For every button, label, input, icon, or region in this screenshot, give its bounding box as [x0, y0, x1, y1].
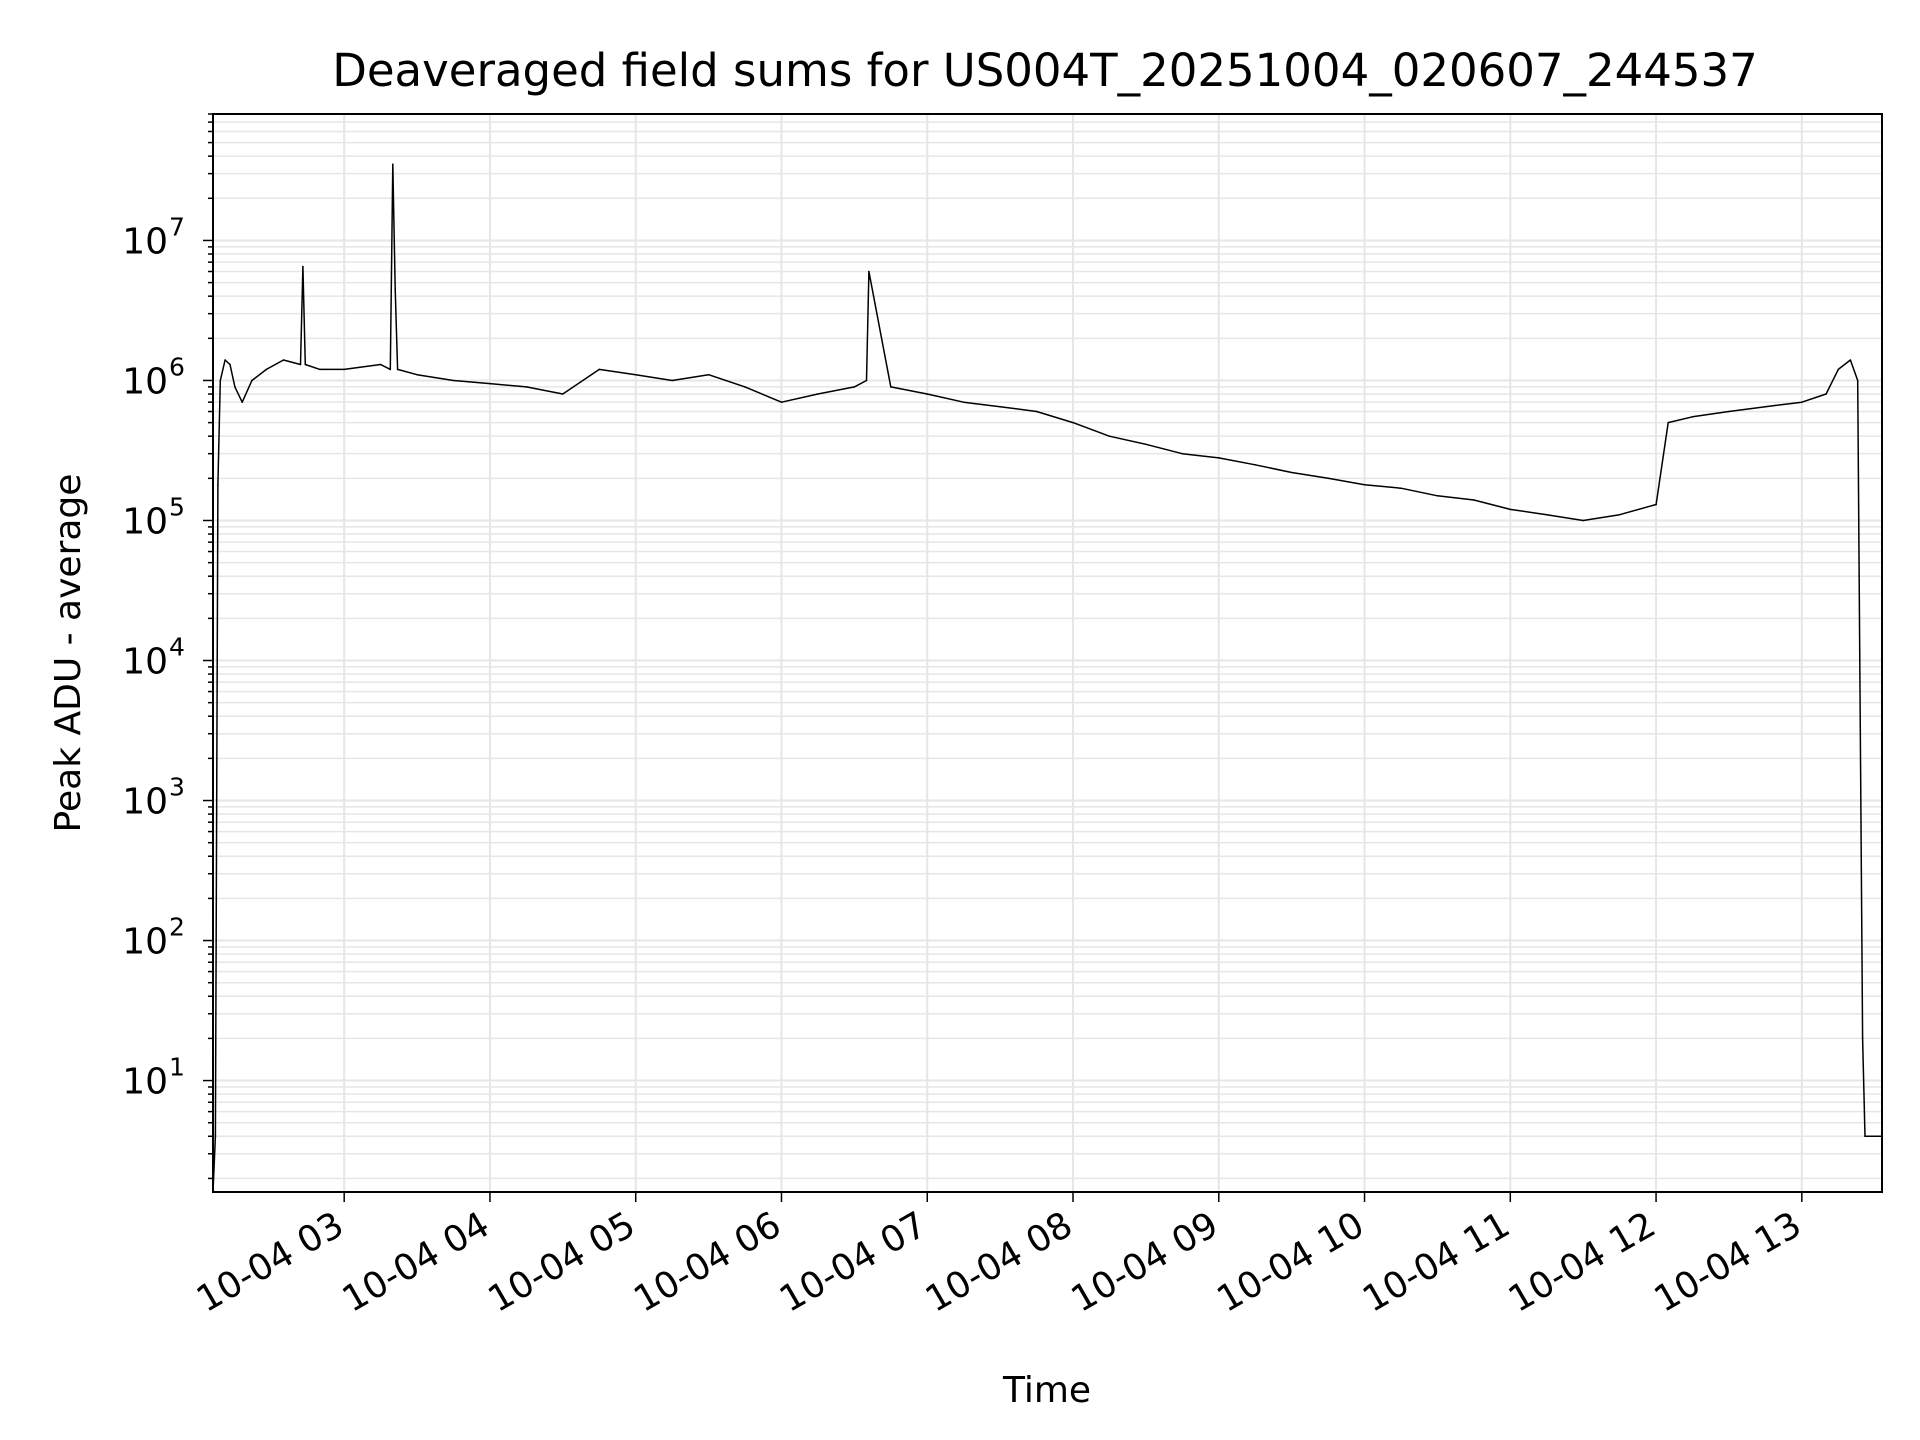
data-point [1436, 495, 1439, 497]
data-point [999, 405, 1001, 408]
plot-area [213, 163, 1882, 1192]
data-point [1825, 393, 1827, 395]
y-tick-base: 10 [122, 782, 168, 823]
data-point [265, 368, 268, 371]
data-point [304, 363, 307, 366]
data-point [1728, 410, 1730, 413]
data-point [452, 379, 455, 382]
data-point [926, 393, 928, 395]
data-point [1801, 401, 1803, 404]
data-point [890, 386, 892, 388]
data-point [1582, 519, 1584, 522]
y-axis-label: Peak ADU - average [48, 474, 89, 833]
data-point [302, 265, 304, 268]
data-point [379, 363, 382, 366]
data-point [598, 368, 601, 371]
y-tick-exponent: 2 [169, 913, 185, 942]
series-line [213, 163, 1882, 1192]
data-point [1218, 457, 1220, 459]
y-tick-label: 10 6 [122, 352, 185, 402]
grid [213, 113, 1882, 1192]
data-point [1108, 435, 1111, 438]
y-tick-label: 10 7 [122, 212, 185, 262]
data-point [1400, 487, 1402, 490]
data-point [707, 373, 710, 376]
data-point [1363, 483, 1366, 486]
data-point [868, 270, 870, 273]
plot-frame [212, 113, 1883, 1193]
data-point [219, 379, 222, 382]
data-point [1545, 513, 1548, 516]
data-point [1764, 405, 1767, 408]
y-tick-base: 10 [122, 642, 168, 683]
y-tick-label: 10 4 [122, 633, 185, 683]
data-point [1290, 471, 1293, 474]
y-tick-base: 10 [122, 1062, 168, 1103]
data-point [214, 1135, 217, 1138]
data-point [780, 401, 783, 404]
y-tick-exponent: 3 [169, 773, 185, 802]
data-point [1849, 359, 1852, 361]
y-tick-label: 10 5 [122, 492, 185, 542]
data-point [217, 483, 219, 486]
data-point [319, 368, 321, 371]
data-point [562, 393, 564, 395]
data-point [1837, 368, 1840, 371]
y-tick-exponent: 1 [169, 1053, 185, 1082]
data-point [1181, 452, 1184, 455]
y-tick-base: 10 [122, 501, 168, 542]
y-tick-label: 10 1 [122, 1053, 185, 1103]
data-point [1618, 513, 1621, 516]
data-point [634, 373, 637, 376]
data-point [744, 386, 746, 388]
y-tick-exponent: 4 [169, 633, 185, 662]
data-point [251, 379, 253, 382]
data-point [416, 373, 418, 376]
data-point [489, 382, 491, 385]
data-point [865, 379, 868, 382]
data-point [343, 368, 346, 371]
data-point [241, 401, 243, 404]
y-tick-base: 10 [122, 922, 168, 963]
data-point [389, 368, 392, 371]
x-axis-label: Time [1002, 1370, 1091, 1411]
data-point [229, 363, 231, 366]
data-point [1035, 410, 1038, 413]
data-point [1655, 503, 1657, 506]
data-point [1667, 421, 1669, 424]
y-tick-label: 10 2 [122, 913, 185, 963]
y-tick-base: 10 [122, 221, 168, 262]
data-point [525, 386, 528, 388]
y-tick-exponent: 7 [169, 212, 185, 241]
data-point [1254, 464, 1256, 466]
data-point [1509, 508, 1512, 511]
data-point [1691, 416, 1694, 418]
data-point [1861, 1037, 1864, 1040]
series-layer [213, 163, 1882, 1192]
data-point [299, 363, 302, 366]
data-point [817, 393, 819, 395]
data-point [396, 368, 399, 371]
data-point [671, 379, 673, 382]
data-point [1864, 1135, 1866, 1138]
data-point [282, 359, 285, 361]
data-point [1856, 379, 1859, 382]
data-point [1327, 477, 1329, 480]
data-point [1473, 499, 1475, 501]
y-tick-base: 10 [122, 361, 168, 402]
data-point [962, 401, 965, 404]
data-point [234, 386, 236, 388]
data-point [224, 359, 226, 361]
data-point [1072, 421, 1074, 424]
chart-title: Deaveraged field sums for US004T_2025100… [332, 44, 1758, 97]
data-point [394, 288, 397, 290]
y-tick-exponent: 5 [169, 492, 185, 521]
data-point [392, 163, 394, 166]
y-tick-exponent: 6 [169, 352, 185, 381]
y-tick-label: 10 3 [122, 773, 185, 823]
data-point [1145, 443, 1147, 446]
data-point [853, 386, 856, 388]
